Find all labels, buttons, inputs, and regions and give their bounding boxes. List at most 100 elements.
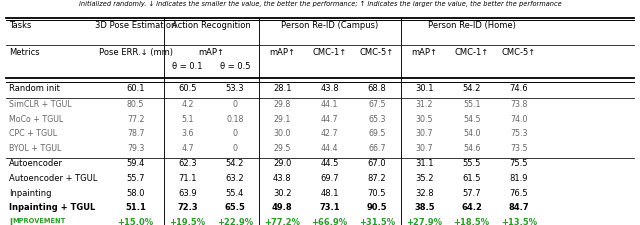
Text: 42.7: 42.7 <box>321 129 339 138</box>
Text: Action Recognition: Action Recognition <box>172 21 251 30</box>
Text: 29.8: 29.8 <box>274 99 291 108</box>
Text: 73.5: 73.5 <box>510 143 528 152</box>
Text: 55.7: 55.7 <box>127 173 145 182</box>
Text: Inpainting: Inpainting <box>9 188 51 197</box>
Text: Metrics: Metrics <box>9 48 40 57</box>
Text: 74.0: 74.0 <box>510 114 528 123</box>
Text: CMC-5↑: CMC-5↑ <box>360 48 394 57</box>
Text: 68.8: 68.8 <box>367 84 387 93</box>
Text: 44.7: 44.7 <box>321 114 339 123</box>
Text: 63.9: 63.9 <box>178 188 197 197</box>
Text: 84.7: 84.7 <box>509 202 529 211</box>
Text: +19.5%: +19.5% <box>170 217 205 225</box>
Text: 38.5: 38.5 <box>414 202 435 211</box>
Text: 30.1: 30.1 <box>415 84 433 93</box>
Text: 79.3: 79.3 <box>127 143 145 152</box>
Text: 31.1: 31.1 <box>415 159 433 168</box>
Text: 71.1: 71.1 <box>179 173 196 182</box>
Text: +22.9%: +22.9% <box>217 217 253 225</box>
Text: 61.5: 61.5 <box>463 173 481 182</box>
Text: 77.2: 77.2 <box>127 114 145 123</box>
Text: 69.7: 69.7 <box>320 173 339 182</box>
Text: 75.5: 75.5 <box>510 159 528 168</box>
Text: 60.5: 60.5 <box>179 84 196 93</box>
Text: Autoencoder + TGUL: Autoencoder + TGUL <box>9 173 97 182</box>
Text: Person Re-ID (Home): Person Re-ID (Home) <box>428 21 516 30</box>
Text: 67.0: 67.0 <box>367 159 387 168</box>
Text: 59.4: 59.4 <box>127 159 145 168</box>
Text: 64.2: 64.2 <box>461 202 482 211</box>
Text: Tasks: Tasks <box>9 21 31 30</box>
Text: 43.8: 43.8 <box>320 84 339 93</box>
Text: 73.8: 73.8 <box>510 99 528 108</box>
Text: 0: 0 <box>232 143 237 152</box>
Text: 78.7: 78.7 <box>127 129 145 138</box>
Text: 57.7: 57.7 <box>462 188 481 197</box>
Text: 4.2: 4.2 <box>181 99 194 108</box>
Text: +13.5%: +13.5% <box>501 217 537 225</box>
Text: 60.1: 60.1 <box>127 84 145 93</box>
Text: 54.5: 54.5 <box>463 114 481 123</box>
Text: 67.5: 67.5 <box>368 99 386 108</box>
Text: 54.2: 54.2 <box>226 159 244 168</box>
Text: I: I <box>9 217 12 225</box>
Text: 90.5: 90.5 <box>367 202 387 211</box>
Text: 54.0: 54.0 <box>463 129 481 138</box>
Text: 87.2: 87.2 <box>367 173 387 182</box>
Text: 74.6: 74.6 <box>509 84 529 93</box>
Text: 30.2: 30.2 <box>273 188 291 197</box>
Text: 29.1: 29.1 <box>273 114 291 123</box>
Text: 53.3: 53.3 <box>225 84 244 93</box>
Text: +31.5%: +31.5% <box>359 217 395 225</box>
Text: 32.8: 32.8 <box>415 188 434 197</box>
Text: MPROVEMENT: MPROVEMENT <box>13 217 66 223</box>
Text: +66.9%: +66.9% <box>312 217 348 225</box>
Text: 35.2: 35.2 <box>415 173 433 182</box>
Text: 70.5: 70.5 <box>368 188 386 197</box>
Text: +77.2%: +77.2% <box>264 217 300 225</box>
Text: 3D Pose Estimation: 3D Pose Estimation <box>95 21 177 30</box>
Text: 55.4: 55.4 <box>226 188 244 197</box>
Text: CPC + TGUL: CPC + TGUL <box>9 129 57 138</box>
Text: 0.18: 0.18 <box>226 114 244 123</box>
Text: 29.5: 29.5 <box>273 143 291 152</box>
Text: 63.2: 63.2 <box>225 173 244 182</box>
Text: 55.1: 55.1 <box>463 99 481 108</box>
Text: Pose ERR.↓ (mm): Pose ERR.↓ (mm) <box>99 48 173 57</box>
Text: 76.5: 76.5 <box>509 188 529 197</box>
Text: 54.2: 54.2 <box>463 84 481 93</box>
Text: 65.3: 65.3 <box>368 114 386 123</box>
Text: θ = 0.5: θ = 0.5 <box>220 62 250 71</box>
Text: +18.5%: +18.5% <box>454 217 490 225</box>
Text: 31.2: 31.2 <box>415 99 433 108</box>
Text: 30.0: 30.0 <box>273 129 291 138</box>
Text: MoCo + TGUL: MoCo + TGUL <box>9 114 63 123</box>
Text: initialized randomly. ↓ indicates the smaller the value, the better the performa: initialized randomly. ↓ indicates the sm… <box>79 1 561 7</box>
Text: θ = 0.1: θ = 0.1 <box>172 62 203 71</box>
Text: +15.0%: +15.0% <box>118 217 154 225</box>
Text: 0: 0 <box>232 129 237 138</box>
Text: Autoencoder: Autoencoder <box>9 159 63 168</box>
Text: 66.7: 66.7 <box>368 143 386 152</box>
Text: 55.5: 55.5 <box>463 159 481 168</box>
Text: 75.3: 75.3 <box>510 129 528 138</box>
Text: 69.5: 69.5 <box>368 129 386 138</box>
Text: 4.7: 4.7 <box>181 143 194 152</box>
Text: 30.7: 30.7 <box>415 143 433 152</box>
Text: 80.5: 80.5 <box>127 99 145 108</box>
Text: 81.9: 81.9 <box>510 173 528 182</box>
Text: mAP↑: mAP↑ <box>198 48 224 57</box>
Text: 5.1: 5.1 <box>181 114 194 123</box>
Text: 3.6: 3.6 <box>181 129 194 138</box>
Text: CMC-5↑: CMC-5↑ <box>502 48 536 57</box>
Text: 62.3: 62.3 <box>178 159 197 168</box>
Text: 48.1: 48.1 <box>321 188 339 197</box>
Text: 29.0: 29.0 <box>273 159 291 168</box>
Text: 54.6: 54.6 <box>463 143 481 152</box>
Text: 30.5: 30.5 <box>415 114 433 123</box>
Text: 44.5: 44.5 <box>321 159 339 168</box>
Text: SimCLR + TGUL: SimCLR + TGUL <box>9 99 72 108</box>
Text: BYOL + TGUL: BYOL + TGUL <box>9 143 61 152</box>
Text: 51.1: 51.1 <box>125 202 146 211</box>
Text: mAP↑: mAP↑ <box>412 48 437 57</box>
